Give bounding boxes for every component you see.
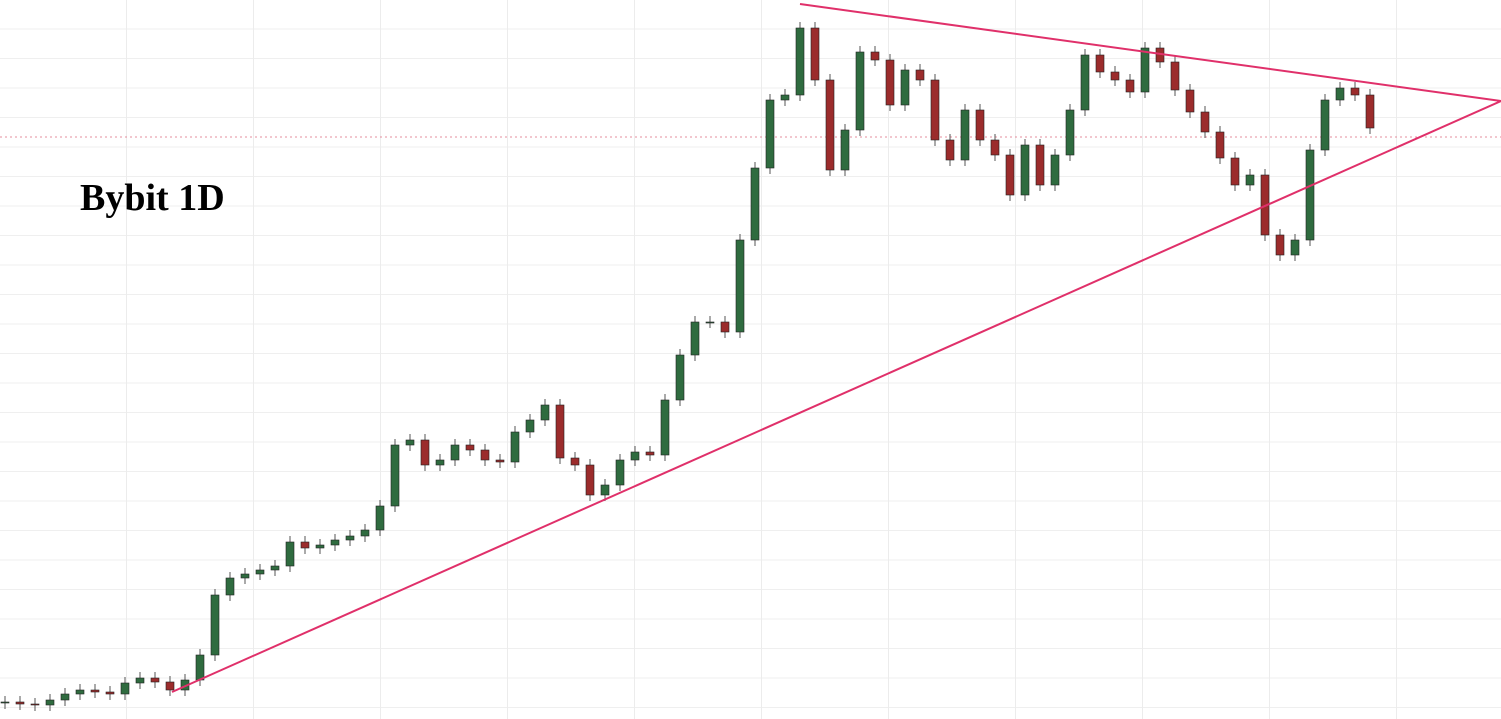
candle-body xyxy=(1170,61,1180,91)
candle-body xyxy=(15,701,25,705)
candle-body xyxy=(1275,234,1285,256)
resistance-trendline xyxy=(799,3,1501,102)
candle-body xyxy=(300,541,310,549)
candle-body xyxy=(1125,79,1135,93)
candle-body xyxy=(750,167,760,241)
candle-body xyxy=(495,459,505,463)
candle-body xyxy=(465,444,475,451)
candle-body xyxy=(30,703,40,706)
candle-body xyxy=(675,354,685,401)
candle-body xyxy=(795,27,805,96)
candle-body xyxy=(780,94,790,101)
candle-body xyxy=(510,431,520,463)
candle-body xyxy=(315,544,325,549)
candle-body xyxy=(135,677,145,684)
candle-body xyxy=(690,321,700,356)
candle-body xyxy=(630,451,640,461)
candle-body xyxy=(1140,47,1150,93)
candle-body xyxy=(60,693,70,701)
candle-body xyxy=(1050,154,1060,186)
candle-body xyxy=(540,404,550,421)
candle-body xyxy=(585,464,595,496)
candle-body xyxy=(285,541,295,567)
candle-body xyxy=(1110,71,1120,81)
candle-body xyxy=(765,99,775,169)
candle-body xyxy=(45,699,55,706)
candle-body xyxy=(885,59,895,106)
candle-body xyxy=(1200,111,1210,133)
candle-body xyxy=(735,239,745,333)
candle-body xyxy=(1335,87,1345,101)
candle-body xyxy=(270,565,280,571)
candle-body xyxy=(360,529,370,537)
candle-body xyxy=(930,79,940,141)
candle-body xyxy=(555,404,565,459)
candle-body xyxy=(390,444,400,507)
candle-body xyxy=(990,139,1000,156)
candle-body xyxy=(1305,149,1315,241)
candle-body xyxy=(1095,54,1105,73)
candle-body xyxy=(1035,144,1045,186)
candle-body xyxy=(330,539,340,546)
candle-body xyxy=(825,79,835,171)
candle-body xyxy=(1230,157,1240,186)
candle-body xyxy=(945,139,955,161)
candle-body xyxy=(255,569,265,575)
candle-body xyxy=(240,573,250,579)
candle-body xyxy=(1245,174,1255,186)
candle-body xyxy=(105,691,115,695)
candle-body xyxy=(705,321,715,324)
candle-body xyxy=(195,654,205,681)
candle-body xyxy=(600,484,610,496)
candle-body xyxy=(810,27,820,81)
candle-body xyxy=(915,69,925,81)
candle-body xyxy=(1350,87,1360,96)
candle-body xyxy=(615,459,625,486)
candle-body xyxy=(0,701,10,704)
candle-body xyxy=(525,419,535,433)
candle-body xyxy=(225,577,235,596)
candle-body xyxy=(1185,89,1195,113)
candle-body xyxy=(150,677,160,683)
candle-body xyxy=(165,681,175,691)
candle-body xyxy=(900,69,910,106)
candle-body xyxy=(720,321,730,333)
candle-body xyxy=(405,439,415,446)
candle-body xyxy=(90,689,100,693)
candle-body xyxy=(1065,109,1075,156)
candle-body xyxy=(420,439,430,466)
candle-body xyxy=(960,109,970,161)
candle-body xyxy=(1080,54,1090,111)
candle-body xyxy=(870,51,880,61)
candle-body xyxy=(1005,154,1015,196)
candle-body xyxy=(375,505,385,531)
candle-body xyxy=(570,457,580,466)
candle-body xyxy=(660,399,670,456)
support-trendline xyxy=(171,100,1501,693)
candle-body xyxy=(975,109,985,141)
candle-body xyxy=(1365,94,1375,129)
candle-body xyxy=(435,459,445,466)
candle-body xyxy=(345,535,355,541)
candle-body xyxy=(480,449,490,461)
candle-body xyxy=(1020,144,1030,196)
candle-body xyxy=(450,444,460,461)
candle-body xyxy=(120,682,130,695)
candle-body xyxy=(840,129,850,171)
candles xyxy=(0,22,1375,711)
candle-body xyxy=(1320,99,1330,151)
candle-body xyxy=(645,451,655,456)
candle-body xyxy=(210,594,220,656)
candle-body xyxy=(855,51,865,131)
candle-body xyxy=(1215,131,1225,159)
candle-body xyxy=(75,689,85,695)
chart-title: Bybit 1D xyxy=(80,177,225,219)
candle-body xyxy=(1290,239,1300,256)
